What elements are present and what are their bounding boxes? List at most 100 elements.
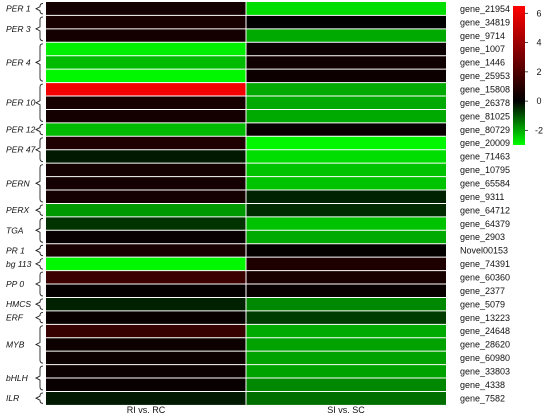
group-label: PER 3 [6,24,31,34]
heatmap-cell [46,203,246,217]
heatmap-cell [46,163,246,177]
group-brace [34,137,44,163]
heatmap-cell [46,190,246,204]
heatmap-cell [246,337,446,352]
gene-label: gene_4338 [460,380,505,390]
colorbar-tick-label: 0 [536,96,541,106]
gene-label: gene_5079 [460,299,505,309]
heatmap-cell [46,96,246,110]
group-label: PER 47 [6,145,36,155]
gene-label: gene_26378 [460,98,510,108]
heatmap-cell [246,243,446,258]
gene-label: gene_28620 [460,340,510,350]
heatmap-cell [46,42,246,56]
gene-label: gene_2377 [460,286,505,296]
gene-label: gene_15808 [460,84,510,94]
gene-label: gene_64379 [460,219,510,229]
gene-label: gene_13223 [460,313,510,323]
gene-label: gene_33803 [460,367,510,377]
heatmap-cell [46,364,246,379]
heatmap-cell [46,82,246,97]
heatmap-cell [246,310,446,325]
heatmap-cell [246,82,446,97]
group-brace [34,123,44,136]
gene-label: gene_24648 [460,326,510,336]
heatmap-cell [246,109,446,123]
gene-label: gene_65584 [460,179,510,189]
heatmap-cell [46,122,246,137]
gene-label: gene_1446 [460,58,505,68]
gene-label: gene_9714 [460,31,505,41]
gene-label: gene_60980 [460,353,510,363]
heatmap-cell [246,257,446,271]
heatmap-cell [246,15,446,29]
colorbar-tick-label: -2 [535,125,543,135]
group-brace [34,298,44,310]
gene-label: gene_2903 [460,232,505,242]
heatmap-cell [246,216,446,231]
group-brace [34,244,44,257]
group-brace [34,271,44,297]
group-brace [34,217,44,243]
heatmap-cell [246,69,446,83]
heatmap-cell [246,176,446,191]
colorbar-tick-label: 4 [536,38,541,48]
colorbar-tick-label: 6 [536,8,541,18]
colorbar-gradient [513,6,525,145]
heatmap-cell [46,2,246,16]
heatmap-cell [46,230,246,244]
gene-label: gene_81025 [460,111,510,121]
gene-label: gene_71463 [460,152,510,162]
group-brace [34,164,44,203]
group-label: PER 4 [6,57,31,67]
gene-label: Novel00153 [460,246,508,256]
gene-label: gene_20009 [460,138,510,148]
heatmap-cell [246,136,446,150]
heatmap-cell [46,216,246,231]
heatmap-cell [246,203,446,217]
heatmap-cell [246,324,446,338]
heatmap-cell [46,378,246,392]
group-brace [34,325,44,364]
heatmap-cell [246,28,446,43]
gene-label: gene_74391 [460,259,510,269]
group-label: TGA [6,225,24,235]
heatmap-cell [246,364,446,379]
colorbar-tick-label: 2 [536,67,541,77]
heatmap-cell [46,69,246,83]
heatmap-cell [46,109,246,123]
heatmap-cell [246,284,446,298]
group-brace [34,392,44,404]
gene-label: gene_9311 [460,192,504,202]
group-brace [34,43,44,82]
heatmap-cell [246,351,446,365]
heatmap-cell [46,136,246,150]
heatmap-cell [246,230,446,244]
group-brace [34,204,44,216]
heatmap-cell [46,324,246,338]
group-brace [34,311,44,324]
gene-label: gene_21954 [460,4,510,14]
heatmap-cell [246,42,446,56]
group-label: PER 1 [6,4,31,14]
heatmap-cell [46,257,246,271]
heatmap-cells [46,2,446,405]
gene-label: gene_7582 [460,393,505,403]
column-label: SI vs. SC [327,405,365,415]
group-label: MYB [6,339,25,349]
group-label: bHLH [6,373,29,383]
column-labels: RI vs. RC SI vs. SC [127,405,366,415]
heatmap-cell [246,378,446,392]
group-label: PER 10 [6,98,36,108]
heatmap-cell [246,270,446,285]
group-label: ILR [6,393,19,403]
heatmap-cell [246,149,446,164]
group-label: PERX [6,205,29,215]
heatmap-cell [46,297,246,311]
group-label: ERF [6,313,24,323]
heatmap-cell [246,190,446,204]
heatmap-cell [46,337,246,352]
gene-label: gene_10795 [460,165,510,175]
